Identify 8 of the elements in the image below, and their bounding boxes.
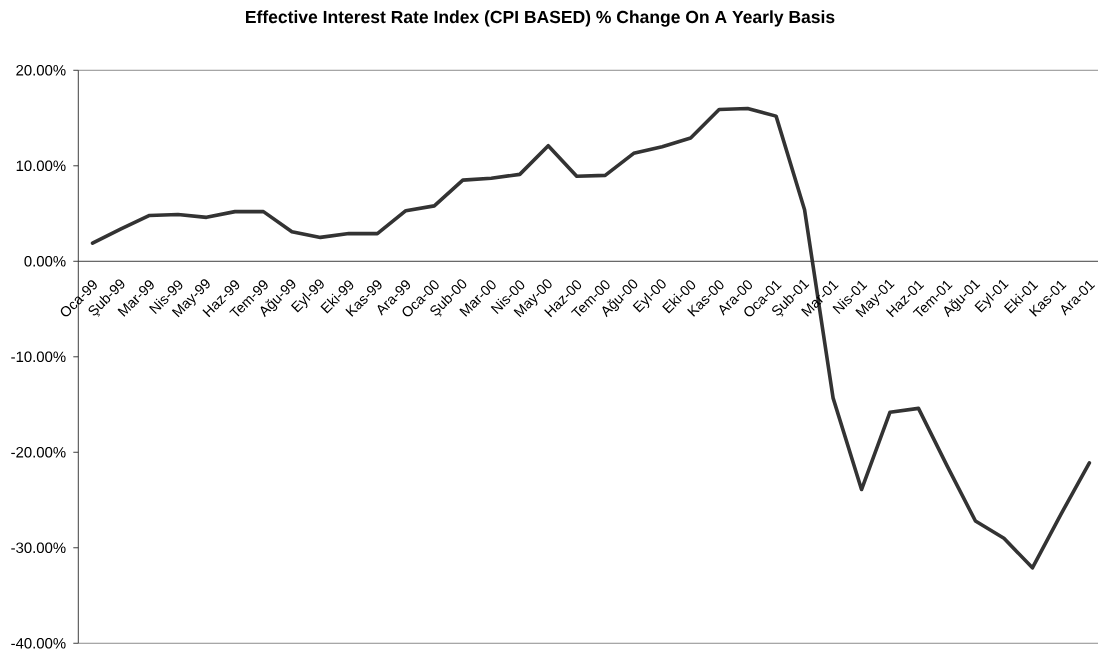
y-tick-label: 0.00% (24, 256, 66, 267)
y-tick-label: -30.00% (11, 542, 66, 554)
y-tick-label: -20.00% (11, 447, 66, 458)
y-tick-label: -40.00% (11, 638, 66, 649)
y-tick-label: 20.00% (16, 65, 66, 76)
chart-title: Effective Interest Rate Index (CPI BASED) % Change On A Yearly Basis (246, 10, 835, 27)
y-tick-label: -10.00% (11, 351, 66, 363)
y-tick-label: 10.00% (16, 160, 66, 172)
